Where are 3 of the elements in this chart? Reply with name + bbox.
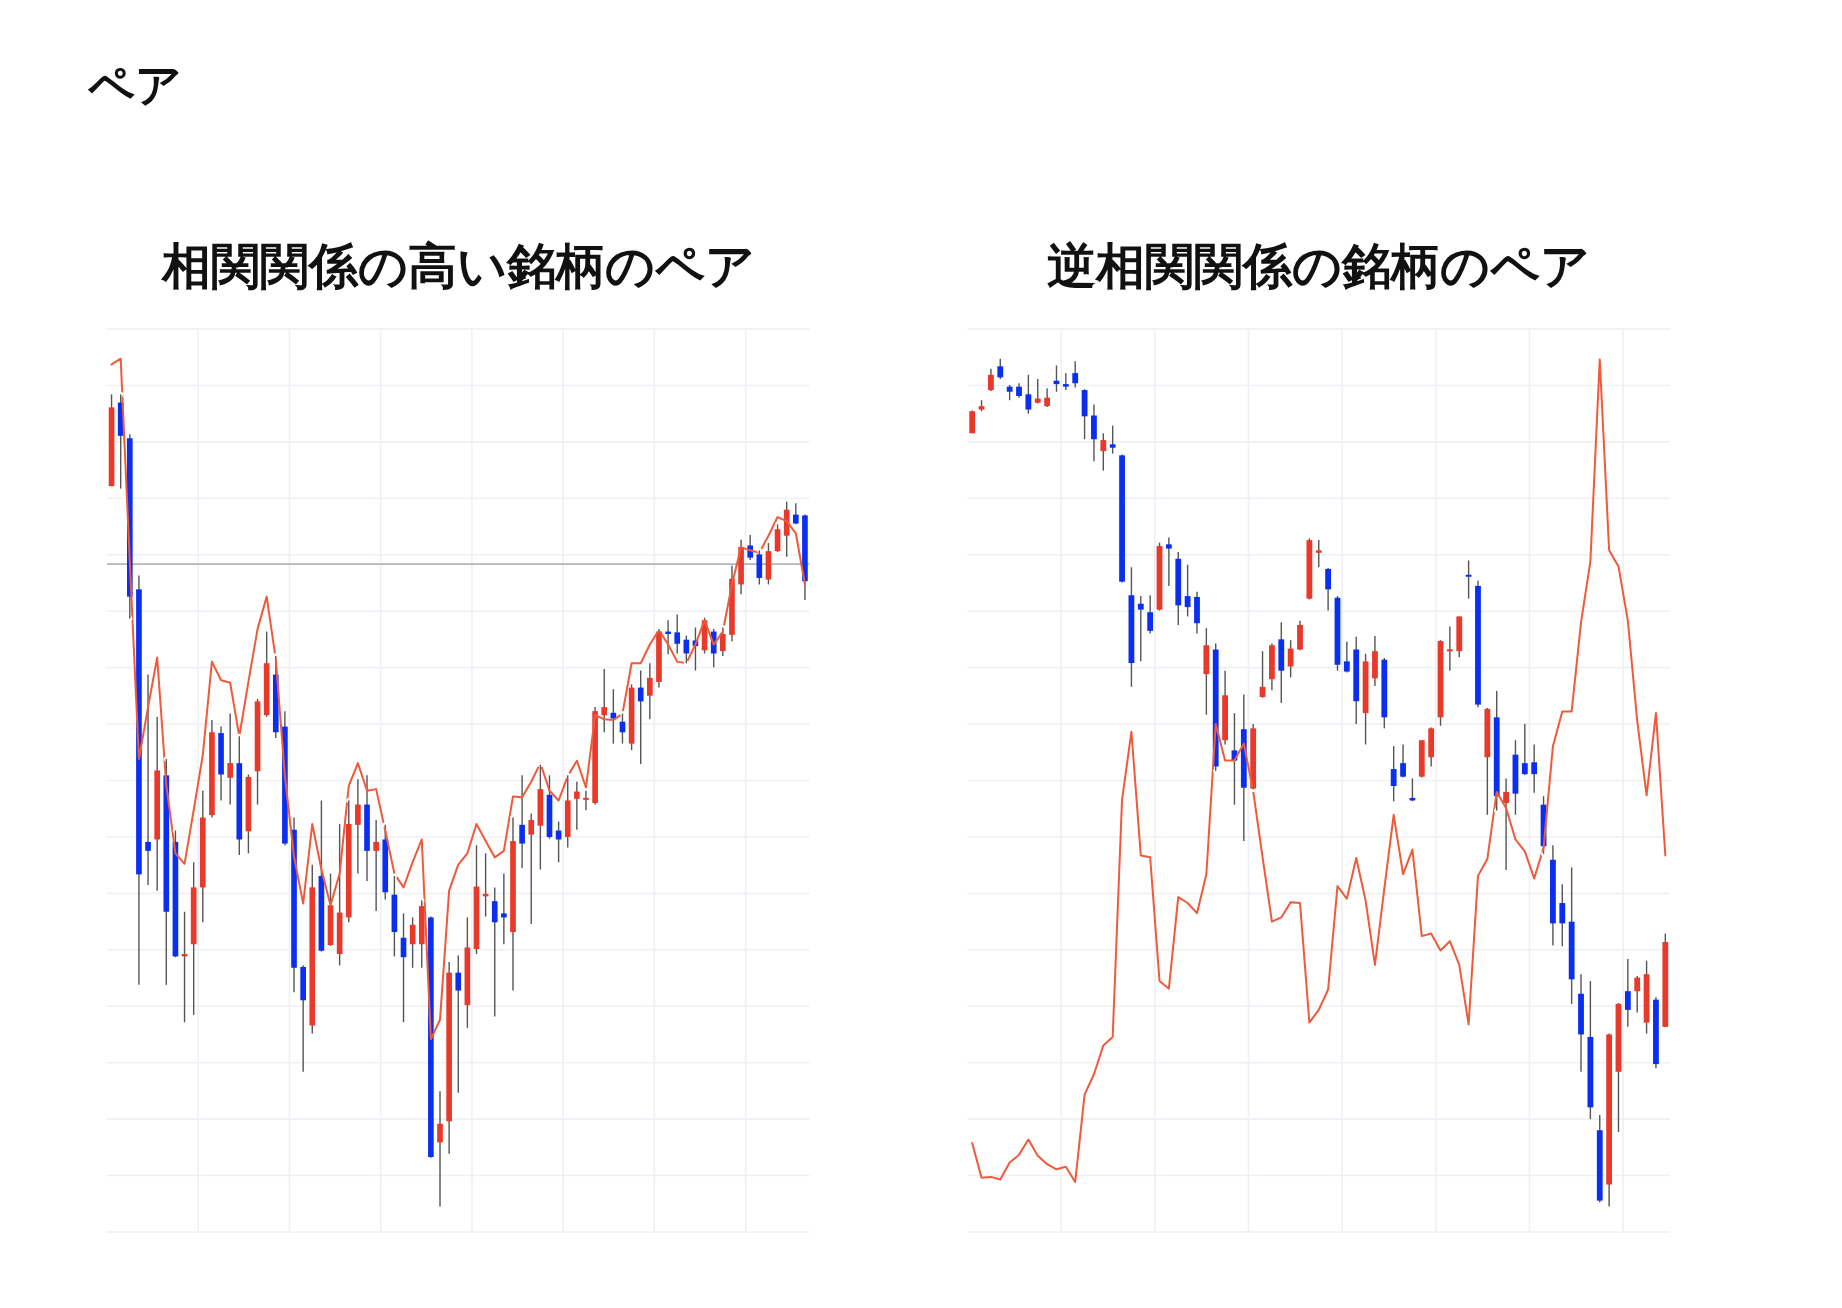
- text: ペア: [87, 59, 182, 111]
- chart-title: 相関関係の高い銘柄のペア: [159, 239, 755, 293]
- chart-title: 逆相関関係の銘柄のペア: [1047, 239, 1591, 293]
